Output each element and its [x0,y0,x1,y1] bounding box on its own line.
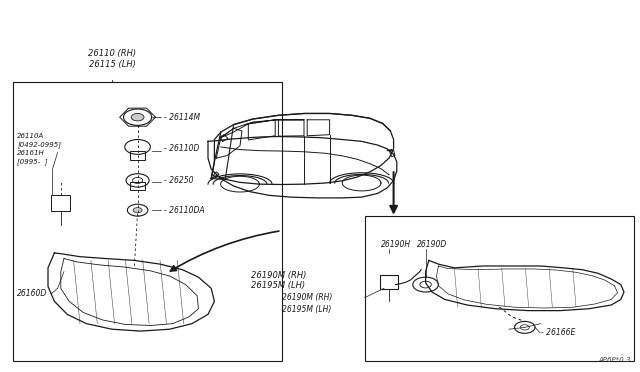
Text: 26190H: 26190H [381,240,412,249]
Text: 26190M (RH)
26195M (LH): 26190M (RH) 26195M (LH) [282,293,332,314]
Bar [365,216,634,361]
Text: - 26110D: - 26110D [164,144,200,153]
Bar [13,82,282,361]
Text: 26160D: 26160D [17,289,47,298]
Circle shape [131,113,144,121]
Text: - 26114M: - 26114M [164,113,200,122]
Text: 26190M (RH)
26195M (LH): 26190M (RH) 26195M (LH) [251,271,306,290]
Text: AP6P*0.3: AP6P*0.3 [598,357,630,363]
Text: - 26110DA: - 26110DA [164,206,205,215]
Bar [130,151,145,160]
Circle shape [133,208,142,213]
Bar [130,182,145,190]
Bar [51,195,70,211]
Text: - 26250: - 26250 [164,176,194,185]
Text: - 26166E: - 26166E [541,328,575,337]
Bar [380,275,398,289]
Text: 26110A
[0492-0995]
26161H
[0995-  ]: 26110A [0492-0995] 26161H [0995- ] [17,133,61,164]
Text: 26110 (RH)
26115 (LH): 26110 (RH) 26115 (LH) [88,49,136,69]
Text: 26190D: 26190D [417,240,447,249]
